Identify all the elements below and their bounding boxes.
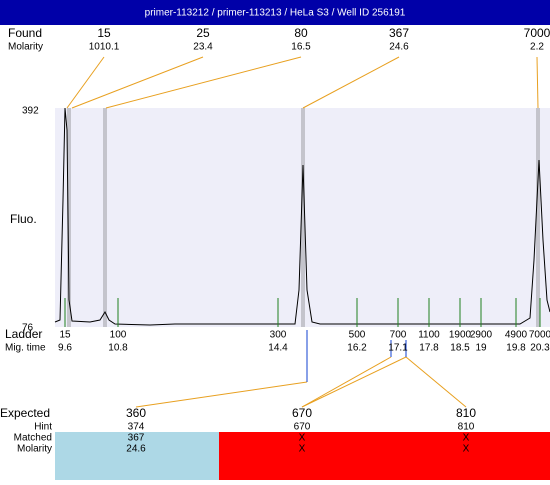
found-label: Found [8,26,42,40]
expected-matched: X [463,433,470,444]
expected-hint: 374 [128,422,145,433]
ladder-time: 17.8 [419,343,439,354]
hint-label: Hint [34,422,52,433]
found-size: 15 [97,26,111,40]
y-axis-label: Fluo. [10,212,37,226]
ladder-time: 19 [475,343,487,354]
found-molarity: 23.4 [193,42,213,53]
ladder-time: 14.4 [268,343,288,354]
found-molarity: 1010.1 [89,42,120,53]
ladder-time: 20.3 [530,343,550,354]
trace [54,107,550,326]
found-molarity: 16.5 [291,42,311,53]
ladder-size: 500 [349,330,366,341]
found-size: 367 [389,26,409,40]
ladder-size: 300 [270,330,287,341]
expected-hint: 670 [294,422,311,433]
ladder-time: 19.8 [506,343,526,354]
expected-matched: 367 [128,433,145,444]
header-bar [0,0,550,25]
expected-molarity: X [299,444,306,455]
ladder-size: 1100 [418,330,440,341]
match-lines [306,330,407,382]
found-size: 7000 [524,26,550,40]
found-size: 80 [294,26,308,40]
ladder-size: 7000 [529,330,550,341]
ladder-size: 100 [110,330,127,341]
molarity-label: Molarity [17,444,52,455]
expected-size: 810 [456,406,476,420]
peak-bands [67,108,540,327]
found-molarity: 2.2 [530,42,544,53]
leader-lines [66,56,539,408]
y-top: 392 [22,106,39,117]
ladder-size: 700 [390,330,407,341]
y-bottom: 76 [22,323,34,334]
ladder-size: 15 [59,330,71,341]
expected-molarity: 24.6 [126,444,146,455]
mig-time-label: Mig. time [5,343,46,354]
expected-label: Expected [0,406,50,420]
ladder-size: 2900 [470,330,493,341]
ladder-size: 4900 [505,330,528,341]
ladder-time: 18.5 [450,343,470,354]
molarity-label: Molarity [8,42,43,53]
found-molarity: 24.6 [389,42,409,53]
expected-molarity: X [463,444,470,455]
ladder-time: 9.6 [58,343,72,354]
expected-size: 360 [126,406,146,420]
ladder-time: 16.2 [347,343,367,354]
expected-matched: X [299,433,306,444]
ladder-time: 10.8 [108,343,128,354]
unmatched-bar [219,432,550,480]
ladder-time: 17.1 [388,343,408,354]
ladder-size: 1900 [449,330,472,341]
header-title: primer-113212 / primer-113213 / HeLa S3 … [145,8,406,19]
found-size: 25 [196,26,210,40]
matched-bar [55,432,219,480]
matched-label: Matched [14,433,52,444]
ladder-label: Ladder [5,327,42,341]
expected-size: 670 [292,406,312,420]
expected-hint: 810 [458,422,475,433]
